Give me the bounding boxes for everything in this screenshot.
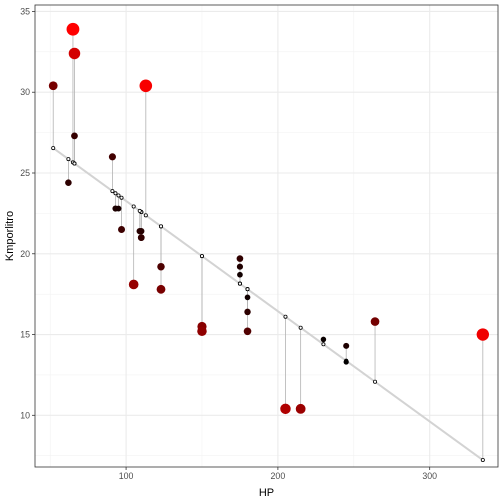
data-point bbox=[236, 255, 244, 262]
x-tick-label: 100 bbox=[119, 471, 134, 481]
fitted-point bbox=[51, 146, 56, 151]
fitted-point bbox=[116, 193, 121, 198]
fitted-point bbox=[110, 189, 115, 194]
fitted-point bbox=[143, 213, 148, 218]
x-tick-label: 200 bbox=[271, 471, 286, 481]
data-point bbox=[71, 132, 78, 140]
data-point bbox=[115, 205, 122, 212]
fitted-point bbox=[131, 204, 136, 209]
data-point bbox=[244, 294, 251, 301]
fitted-point bbox=[298, 325, 303, 330]
fitted-point bbox=[237, 281, 242, 286]
residual-lines bbox=[52, 29, 484, 461]
fitted-point bbox=[158, 224, 163, 229]
x-tick-label: 300 bbox=[422, 471, 437, 481]
y-tick-label: 10 bbox=[20, 410, 30, 420]
data-point bbox=[237, 271, 243, 278]
axis-ticks bbox=[32, 11, 431, 470]
fitted-point bbox=[373, 379, 378, 384]
fitted-point bbox=[480, 458, 485, 463]
data-point bbox=[476, 328, 489, 341]
data-point bbox=[243, 327, 252, 336]
data-point bbox=[156, 284, 166, 294]
data-point bbox=[197, 326, 207, 337]
fitted-points bbox=[51, 146, 485, 463]
data-point bbox=[65, 179, 72, 186]
fitted-point bbox=[113, 191, 118, 196]
data-point bbox=[139, 79, 153, 93]
data-point bbox=[128, 279, 139, 290]
y-tick-label: 30 bbox=[20, 87, 30, 97]
fit-line-layer bbox=[52, 147, 484, 461]
fitted-point bbox=[66, 157, 71, 162]
data-point bbox=[320, 336, 327, 343]
fitted-point bbox=[119, 195, 124, 200]
fitted-point bbox=[137, 208, 142, 213]
data-point bbox=[343, 342, 350, 349]
fitted-point bbox=[283, 314, 288, 319]
data-point bbox=[370, 317, 380, 326]
data-point bbox=[108, 153, 116, 161]
data-point bbox=[66, 22, 80, 36]
data-point bbox=[68, 47, 81, 60]
data-points bbox=[48, 22, 489, 415]
fitted-point bbox=[245, 287, 250, 292]
data-point bbox=[157, 262, 165, 271]
y-tick-label: 35 bbox=[20, 6, 30, 16]
data-point bbox=[343, 359, 349, 365]
data-point bbox=[137, 234, 145, 241]
fitted-point bbox=[199, 254, 204, 259]
y-axis-title: Kmporlitro bbox=[4, 211, 16, 261]
data-point bbox=[118, 226, 126, 234]
data-point bbox=[136, 227, 143, 235]
fit-line bbox=[52, 147, 484, 461]
data-point bbox=[48, 81, 58, 91]
data-point bbox=[280, 403, 291, 415]
panel-border bbox=[34, 4, 499, 468]
tick-labels: 100 200 300 10 15 20 25 30 35 bbox=[20, 6, 437, 481]
x-axis-title: HP bbox=[259, 487, 274, 499]
y-tick-label: 20 bbox=[20, 249, 30, 259]
data-point bbox=[295, 403, 306, 414]
data-point bbox=[244, 308, 251, 316]
fitted-point bbox=[321, 342, 326, 347]
fitted-point bbox=[72, 161, 77, 166]
y-tick-label: 25 bbox=[20, 168, 30, 178]
y-tick-label: 15 bbox=[20, 330, 30, 340]
data-point bbox=[236, 263, 244, 270]
minor-gridlines bbox=[35, 5, 498, 467]
